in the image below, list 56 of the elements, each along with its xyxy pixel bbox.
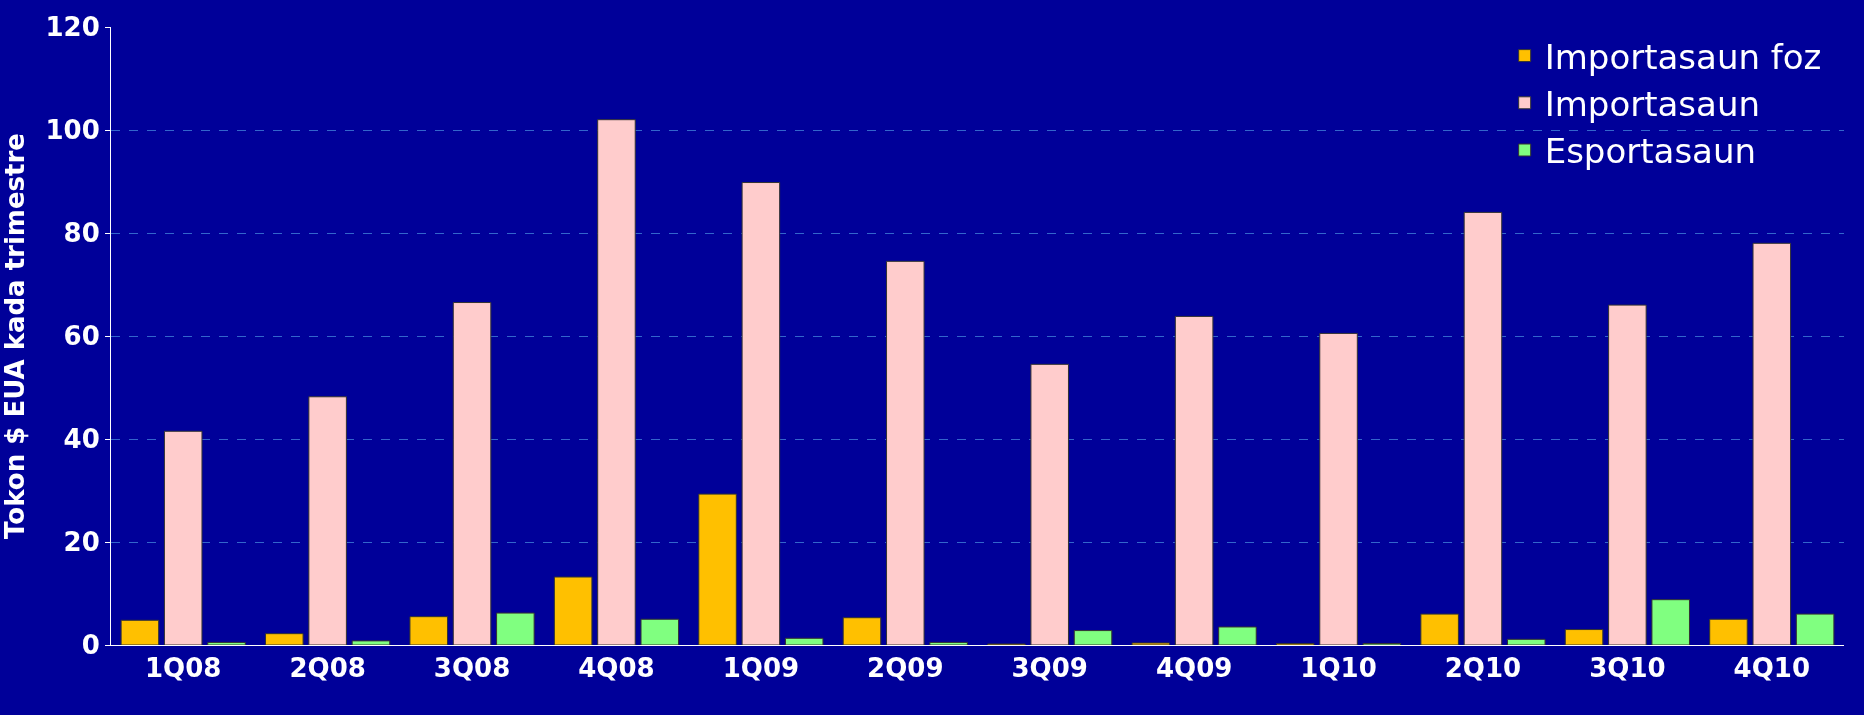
legend-label: Importasaun foz xyxy=(1544,36,1822,77)
bar xyxy=(1218,626,1257,645)
bar xyxy=(1030,363,1069,645)
x-tick-label: 4Q10 xyxy=(1733,653,1810,684)
y-tick-label: 80 xyxy=(63,218,100,249)
bar xyxy=(409,616,448,645)
bar xyxy=(1319,332,1358,645)
bar xyxy=(265,633,304,645)
x-tick-label: 3Q10 xyxy=(1589,653,1666,684)
bar xyxy=(496,612,535,645)
x-tick-label: 2Q08 xyxy=(289,653,366,684)
legend-label: Esportasaun xyxy=(1544,131,1757,172)
bar xyxy=(597,119,636,645)
x-tick-label: 1Q10 xyxy=(1300,653,1377,684)
y-tick-label: 100 xyxy=(45,115,100,146)
y-tick-label: 40 xyxy=(63,424,100,455)
bar xyxy=(207,641,246,645)
bar xyxy=(452,302,492,645)
bar xyxy=(886,260,925,645)
y-tick-label: 60 xyxy=(63,321,100,352)
x-tick-label: 3Q09 xyxy=(1011,653,1088,684)
bar xyxy=(1795,613,1835,645)
bar xyxy=(308,396,347,645)
bar xyxy=(842,617,882,645)
bar xyxy=(1420,613,1459,645)
x-tick-label: 4Q09 xyxy=(1155,653,1233,684)
x-tick-label: 1Q09 xyxy=(722,653,800,684)
bar xyxy=(553,576,593,645)
bar xyxy=(1608,304,1647,645)
bar xyxy=(784,637,824,645)
bar xyxy=(1651,599,1690,645)
bar xyxy=(741,182,781,645)
bar xyxy=(120,619,160,645)
x-tick-label: 2Q10 xyxy=(1444,653,1522,684)
y-tick-label: 0 xyxy=(81,630,100,661)
y-tick-label: 20 xyxy=(63,527,100,558)
bar xyxy=(163,430,203,645)
x-tick-label: 1Q08 xyxy=(145,653,222,684)
y-tick-label: 120 xyxy=(45,12,100,43)
bar xyxy=(640,618,680,645)
bar xyxy=(698,493,737,645)
x-tick-label: 3Q08 xyxy=(433,653,511,684)
bar xyxy=(1073,630,1113,645)
x-tick-label: 4Q08 xyxy=(578,653,655,684)
legend-label: Importasaun xyxy=(1544,84,1760,125)
x-tick-label: 2Q09 xyxy=(867,653,944,684)
bar xyxy=(1463,211,1503,645)
bar xyxy=(1709,618,1748,645)
y-axis-title: Tokon $ EUA kada trimestre xyxy=(0,133,30,539)
bar xyxy=(929,641,968,645)
bar xyxy=(1174,315,1214,645)
bar xyxy=(351,640,391,645)
bar xyxy=(1564,629,1604,645)
bar xyxy=(1131,642,1171,645)
bar xyxy=(1752,242,1792,645)
bar xyxy=(1507,638,1546,645)
